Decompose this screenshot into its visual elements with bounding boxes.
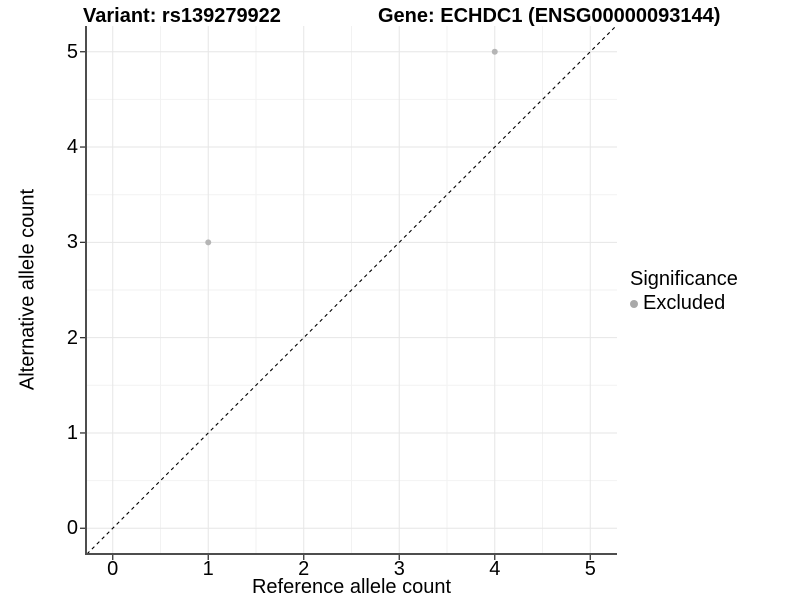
y-tick-label: 5 — [66, 40, 78, 63]
x-tick-label: 3 — [393, 558, 405, 580]
x-tick-label: 5 — [584, 558, 596, 580]
y-tick-label: 1 — [66, 421, 78, 444]
y-tick-label: 3 — [66, 231, 78, 254]
legend: Significance Excluded — [630, 268, 738, 315]
plot-title-gene: Gene: ECHDC1 (ENSG00000093144) — [378, 5, 721, 27]
x-tick-label: 1 — [202, 558, 214, 580]
y-tick-label: 0 — [66, 517, 78, 540]
data-point — [205, 239, 212, 246]
x-tick-label: 2 — [298, 558, 310, 580]
x-tick-label: 0 — [107, 558, 119, 580]
legend-title: Significance — [630, 268, 738, 290]
plot-title-variant: Variant: rs139279922 — [83, 5, 281, 27]
y-tick-label: 2 — [66, 326, 78, 349]
legend-item-excluded: Excluded — [630, 292, 738, 315]
x-axis-title: Reference allele count — [251, 576, 451, 598]
y-axis-title: Alternative allele count — [16, 188, 39, 391]
legend-item-label: Excluded — [643, 292, 726, 314]
x-tick-label: 4 — [489, 558, 501, 580]
data-point — [491, 48, 498, 55]
identity-reference-line — [86, 25, 617, 555]
y-tick-label: 4 — [66, 136, 78, 159]
legend-key-dot — [630, 299, 638, 308]
